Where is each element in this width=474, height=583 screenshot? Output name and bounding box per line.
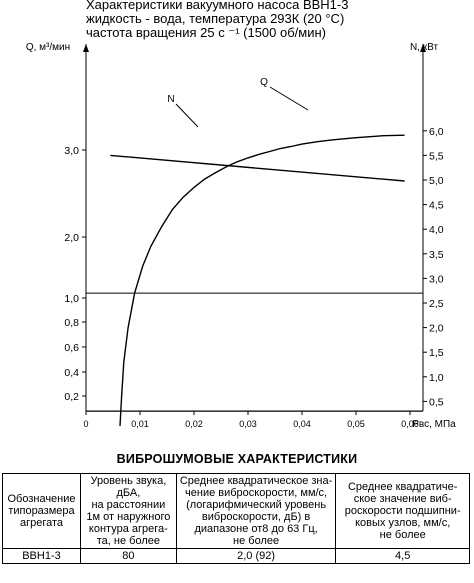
vibration-table-title: ВИБРОШУМОВЫЕ ХАРАКТЕРИСТИКИ — [116, 452, 358, 466]
y-left-tick-label: 0,4 — [64, 367, 79, 379]
series-line-n — [110, 154, 405, 182]
chart: 0 0,01 0,02 0,03 0,04 0,05 0,06 0,2 0,4 0,6 0,8 1,0… — [26, 42, 456, 430]
y-right-tick-label: 1,0 — [429, 372, 444, 384]
table-cell-bearing-vibration: 4,5 — [335, 548, 470, 564]
table-cell-designation: ВВН1-3 — [2, 548, 81, 564]
y-right-tick-label: 1,5 — [429, 347, 444, 359]
y-right-tick-label: 3,0 — [429, 273, 444, 285]
table-header-row: Обозначение типоразмера агрегата Уровень… — [2, 473, 470, 549]
vibration-table: Обозначение типоразмера агрегата Уровень… — [2, 473, 470, 564]
chart-title-line-3: частота вращения 25 с ⁻¹ (1500 об/мин) — [86, 25, 326, 40]
x-tick-label: 0 — [83, 419, 88, 429]
y-left-tick-label: 0,6 — [64, 342, 79, 354]
y-axis-left-arrow — [83, 44, 89, 52]
x-tick-label: 0,02 — [185, 419, 203, 429]
y-left-tick-label: 2,0 — [64, 232, 79, 244]
x-tick-label: 0,03 — [239, 419, 257, 429]
y-right-tick-label: 5,5 — [429, 150, 444, 162]
y-right-tick-label: 0,5 — [429, 396, 444, 408]
y-left-tick-label: 3,0 — [64, 145, 79, 157]
table-cell-sound-level: 80 — [79, 548, 177, 564]
series — [110, 86, 405, 427]
y-right-tick-label: 4,0 — [429, 224, 444, 236]
x-axis-label: Рвс, МПа — [412, 419, 456, 430]
table-row: ВВН1-3 80 2,0 (92) 4,5 — [2, 548, 470, 564]
x-tick-label: 0,01 — [131, 419, 149, 429]
leader-line-n — [175, 103, 199, 128]
y-axis-right-label: N, кВт — [410, 42, 438, 53]
x-tick-label: 0,05 — [347, 419, 365, 429]
y-left-tick-label: 0,2 — [64, 391, 79, 403]
series-label-n: N — [167, 94, 174, 105]
y-left-tick-label: 1,0 — [64, 293, 79, 305]
y-right-tick-label: 5,0 — [429, 175, 444, 187]
y-right-tick-label: 4,5 — [429, 200, 444, 212]
x-tick-label: 0,06 — [401, 419, 419, 429]
y-right-tick-label: 2,5 — [429, 298, 444, 310]
y-axis-left-label: Q, м³/мин — [26, 42, 70, 53]
y-axis-right-arrow — [420, 44, 426, 52]
y-right-tick-label: 6,0 — [429, 126, 444, 138]
x-tick-label: 0,04 — [293, 419, 311, 429]
series-label-q: Q — [260, 77, 268, 88]
header-cell-bearing-vibration: Среднее квадратиче- ское значение виб- р… — [335, 473, 470, 549]
y-left-tick-label: 0,8 — [64, 317, 79, 329]
reference-lines — [86, 292, 423, 412]
leader-line-q — [269, 86, 309, 111]
series-line-q — [119, 134, 405, 427]
header-cell-vibration-velocity: Среднее квадратическое зна- чение виброс… — [175, 473, 337, 549]
header-cell-designation: Обозначение типоразмера агрегата — [2, 473, 81, 549]
chart-title-line-2: жидкость - вода, температура 293К (20 °С… — [86, 11, 345, 26]
y-right-tick-label: 2,0 — [429, 323, 444, 335]
chart-title-line-1: Характеристики вакуумного насоса ВВН1-3 — [86, 0, 349, 12]
header-cell-sound-level: Уровень звука, дБА, на расстоянии 1м от … — [79, 473, 177, 549]
labels: Q, м³/мин N, кВт Рвс, МПа N Q — [26, 42, 456, 430]
y-right-tick-label: 3,5 — [429, 249, 444, 261]
table-cell-vibration-velocity: 2,0 (92) — [175, 548, 337, 564]
axes: 0 0,01 0,02 0,03 0,04 0,05 0,06 0,2 0,4 0,6 0,8 1,0… — [64, 44, 444, 429]
